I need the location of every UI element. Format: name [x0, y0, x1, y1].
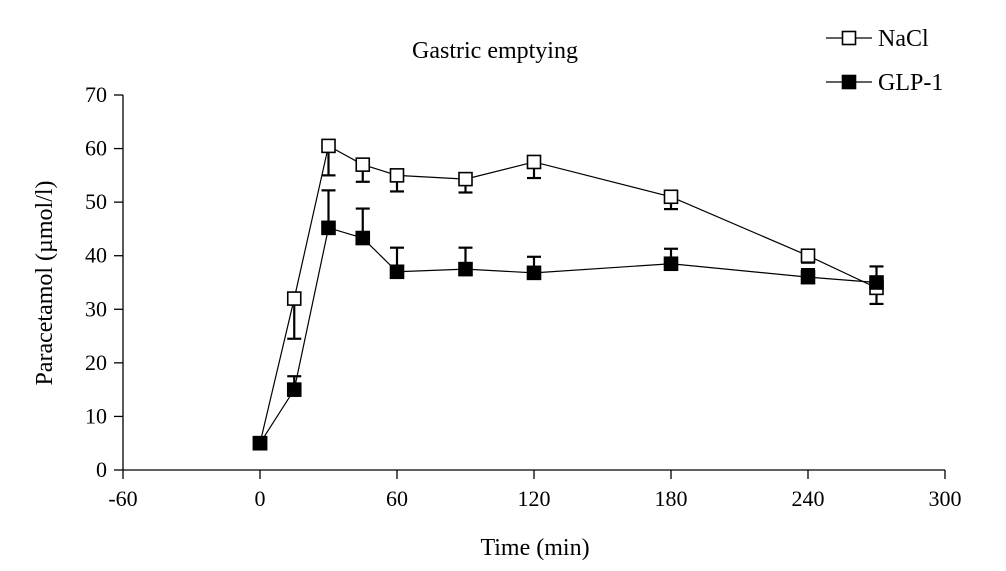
- x-axis-label: Time (min): [480, 535, 589, 561]
- legend-marker: [841, 30, 857, 46]
- data-point: [389, 168, 405, 183]
- data-point: [286, 382, 302, 397]
- y-tick-label: 40: [85, 243, 107, 268]
- axes: [114, 94, 946, 479]
- data-point: [869, 275, 884, 290]
- data-point: [389, 264, 405, 280]
- data-point: [286, 291, 302, 306]
- data-point: [252, 435, 268, 451]
- legend-label: NaCl: [878, 26, 929, 52]
- legend-entry: GLP-1: [826, 70, 943, 96]
- x-tick-label: 240: [792, 486, 825, 511]
- x-tick-label: 60: [386, 486, 408, 511]
- data-point: [321, 138, 336, 154]
- x-tick-label: 180: [655, 486, 688, 511]
- data-point: [355, 230, 371, 246]
- legend-label: GLP-1: [878, 70, 943, 96]
- data-point: [800, 248, 816, 264]
- legend-marker: [841, 74, 857, 90]
- data-point: [526, 154, 542, 170]
- x-tick-label: 120: [518, 486, 551, 511]
- plot-area: [252, 138, 884, 451]
- legend-entry: NaCl: [826, 26, 929, 52]
- x-tick-label: 300: [929, 486, 962, 511]
- x-tick-label: -60: [108, 486, 137, 511]
- data-point: [458, 171, 473, 187]
- series-nacl: [252, 138, 884, 451]
- chart-title: Gastric emptying: [412, 38, 578, 64]
- data-point: [526, 265, 542, 281]
- y-tick-label: 10: [85, 403, 107, 428]
- y-tick-label: 50: [85, 189, 107, 214]
- y-tick-label: 70: [85, 82, 107, 107]
- data-point: [663, 189, 679, 205]
- series-line: [259, 227, 877, 444]
- y-tick-label: 30: [85, 296, 107, 321]
- data-point: [800, 269, 816, 285]
- series-glp-1: [252, 189, 884, 451]
- data-point: [458, 261, 473, 277]
- y-tick-label: 20: [85, 350, 107, 375]
- series-line: [259, 144, 877, 444]
- y-tick-label: 0: [96, 457, 107, 482]
- data-point: [355, 157, 371, 172]
- y-tick-label: 60: [85, 136, 107, 161]
- data-point: [321, 220, 336, 236]
- legend: NaCl GLP-1: [826, 26, 943, 96]
- data-point: [663, 256, 679, 272]
- x-tick-label: 0: [255, 486, 266, 511]
- y-axis-label: Paracetamol (µmol/l): [32, 180, 58, 385]
